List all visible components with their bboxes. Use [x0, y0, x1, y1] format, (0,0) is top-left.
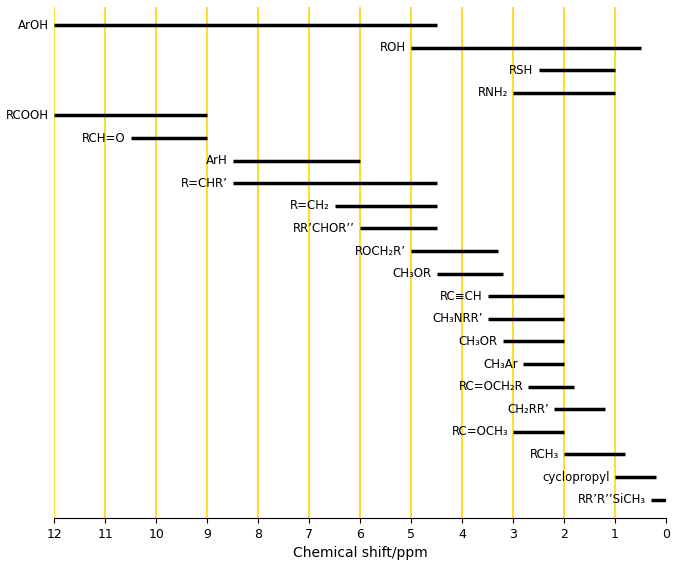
Text: RC=OCH₂R: RC=OCH₂R: [458, 380, 523, 393]
Text: RCOOH: RCOOH: [6, 109, 49, 122]
X-axis label: Chemical shift/ppm: Chemical shift/ppm: [293, 546, 428, 560]
Text: cyclopropyl: cyclopropyl: [542, 471, 610, 484]
Text: RC=OCH₃: RC=OCH₃: [452, 425, 508, 438]
Text: RCH₃: RCH₃: [529, 448, 559, 461]
Text: CH₂RR’: CH₂RR’: [507, 403, 549, 416]
Text: CH₃OR: CH₃OR: [393, 267, 431, 280]
Text: RCH=O: RCH=O: [82, 132, 126, 145]
Text: ROH: ROH: [380, 41, 406, 54]
Text: CH₃OR: CH₃OR: [459, 335, 498, 348]
Text: ArH: ArH: [206, 154, 227, 167]
Text: RC≡CH: RC≡CH: [440, 290, 483, 303]
Text: RR’CHOR’’: RR’CHOR’’: [293, 222, 355, 235]
Text: RNH₂: RNH₂: [478, 86, 508, 99]
Text: RR’R’’SiCH₃: RR’R’’SiCH₃: [577, 493, 646, 506]
Text: RSH: RSH: [509, 64, 533, 77]
Text: CH₃NRR’: CH₃NRR’: [432, 312, 483, 325]
Text: CH₃Ar: CH₃Ar: [483, 358, 518, 371]
Text: ArOH: ArOH: [18, 19, 49, 32]
Text: R=CHR’: R=CHR’: [181, 177, 227, 190]
Text: ROCH₂R’: ROCH₂R’: [355, 244, 406, 257]
Text: R=CH₂: R=CH₂: [290, 200, 330, 213]
